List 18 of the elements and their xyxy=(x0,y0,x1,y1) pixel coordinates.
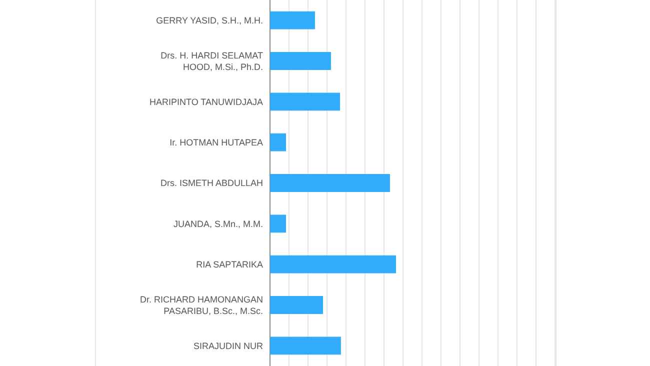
y-tick-label: Drs. H. HARDI SELAMAT HOOD, M.Si., Ph.D. xyxy=(160,50,264,72)
y-tick-label: Drs. ISMETH ABDULLAH xyxy=(160,178,263,188)
y-tick-label: HARIPINTO TANUWIDJAJA xyxy=(149,96,263,107)
y-tick-label: Dr. RICHARD HAMONANGAN PASARIBU, B.Sc., M.Sc. xyxy=(140,294,263,316)
bar xyxy=(270,133,286,152)
bar xyxy=(270,296,324,314)
bar xyxy=(270,92,340,111)
bar xyxy=(270,336,341,355)
y-tick-label: GERRY YASID, S.H., M.H. xyxy=(156,15,263,26)
bar xyxy=(270,255,396,274)
y-tick-label: RIA SAPTARIKA xyxy=(196,259,263,270)
y-tick-label: JUANDA, S.Mn., M.M. xyxy=(173,218,263,229)
bar xyxy=(270,52,331,70)
bar xyxy=(270,214,286,233)
bar xyxy=(270,174,390,192)
bar xyxy=(270,11,315,30)
y-tick-label: Ir. HOTMAN HUTAPEA xyxy=(170,137,263,148)
y-tick-label: SIRAJUDIN NUR xyxy=(193,340,264,351)
